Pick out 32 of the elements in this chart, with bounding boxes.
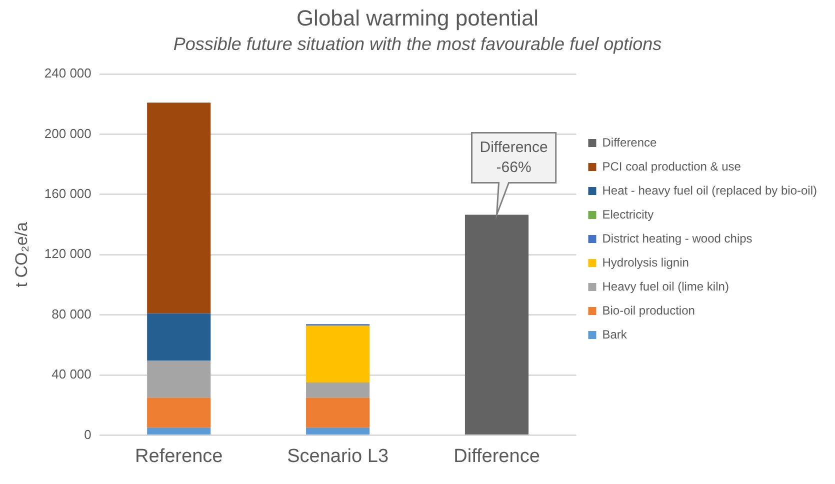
legend-label: Hydrolysis lignin [602, 255, 689, 270]
legend-label: Electricity [602, 207, 654, 222]
legend-label: Bark [602, 327, 628, 342]
bar [306, 382, 370, 398]
x-tick-label: Reference [135, 446, 223, 467]
y-tick-label: 120 000 [44, 246, 92, 262]
y-tick-label: 0 [84, 426, 92, 442]
y-axis-title: t CO₂e/a [12, 221, 31, 288]
legend-label: District heating - wood chips [602, 231, 752, 246]
bar [147, 313, 211, 361]
legend-label: PCI coal production & use [602, 159, 742, 174]
legend-label: Bio-oil production [602, 303, 695, 318]
bar [147, 102, 211, 314]
legend-label: Difference [602, 135, 658, 150]
x-tick-label: Difference [454, 446, 540, 467]
chart-title: Global warming potential [296, 5, 539, 30]
y-tick-label: 160 000 [44, 186, 92, 201]
y-tick-label: 80 000 [52, 306, 92, 322]
y-tick-label: 200 000 [44, 126, 92, 141]
chart-subtitle: Possible future situation with the most favourable fuel options [173, 34, 662, 54]
bar [306, 428, 370, 434]
annotation: Difference -66% [480, 138, 548, 176]
bar [147, 360, 211, 398]
x-tick-label: Scenario L3 [287, 446, 389, 467]
legend-label: Heavy fuel oil (lime kiln) [602, 279, 729, 294]
bar [306, 398, 370, 428]
legend-label: Heat - heavy fuel oil (replaced by bio-oil) [602, 183, 818, 198]
bar [306, 326, 370, 383]
y-tick-label: 240 000 [44, 66, 92, 81]
bar [147, 428, 211, 434]
y-tick-label: 40 000 [52, 366, 92, 382]
bar [147, 398, 211, 428]
